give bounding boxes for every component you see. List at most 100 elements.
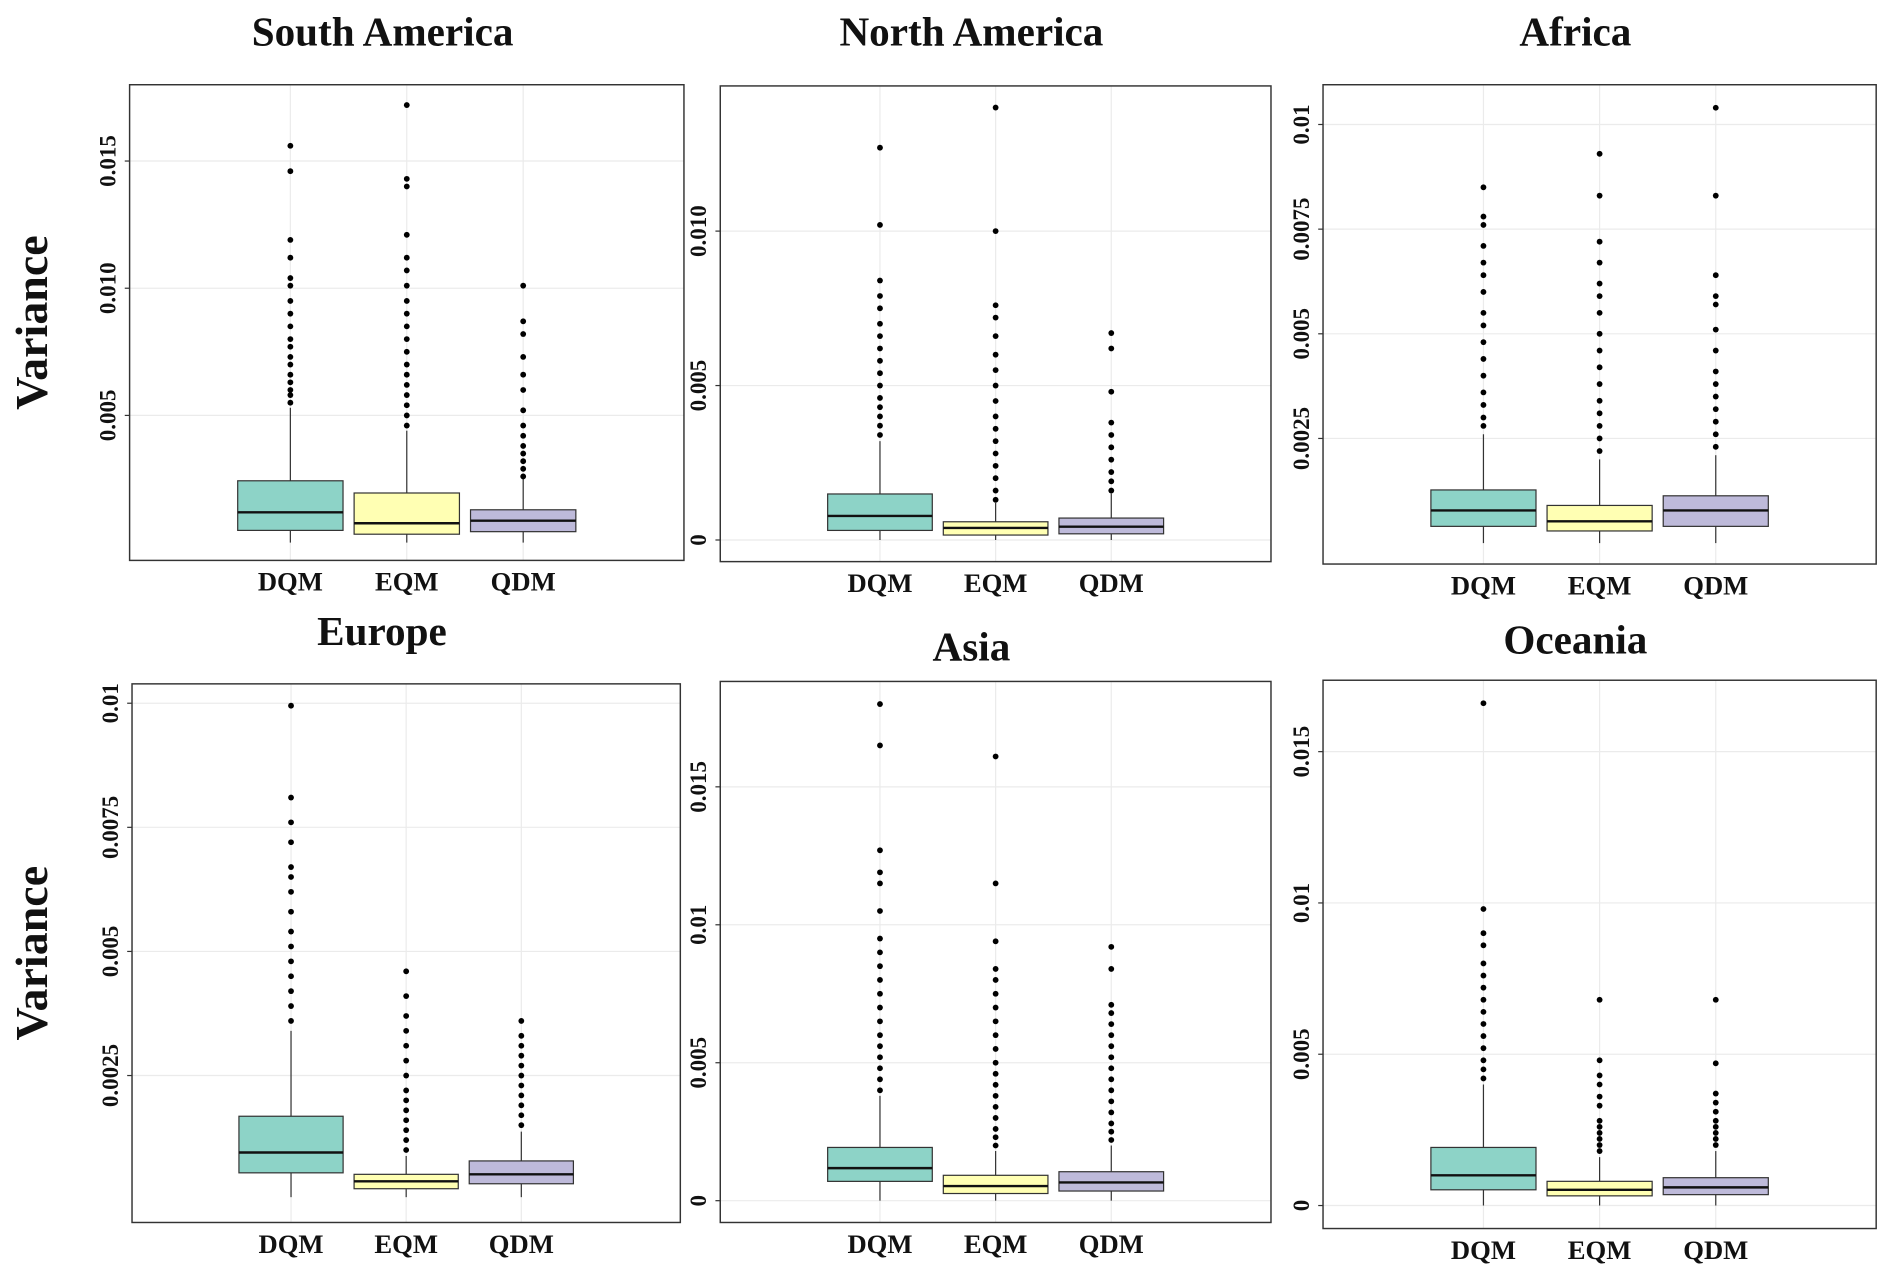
outlier — [1596, 1148, 1603, 1154]
y-axis-label: Variance — [6, 866, 57, 1041]
outlier — [992, 966, 999, 972]
outlier — [1480, 1008, 1487, 1015]
outlier — [1480, 906, 1487, 912]
x-tick-label: QDM — [489, 1229, 554, 1259]
y-tick-label: 0.015 — [1289, 726, 1314, 778]
outlier — [877, 370, 883, 377]
outlier — [1712, 104, 1719, 111]
y-tick-label: 0.005 — [1289, 308, 1314, 360]
x-tick-label: DQM — [847, 1229, 912, 1259]
outlier — [518, 1042, 525, 1049]
outlier — [288, 864, 294, 870]
outlier — [1108, 1076, 1115, 1083]
outlier — [877, 1018, 883, 1025]
outlier — [520, 458, 527, 465]
outlier — [287, 399, 294, 406]
outlier — [1480, 322, 1487, 329]
outlier — [403, 348, 410, 355]
outlier — [992, 1046, 999, 1052]
outlier — [403, 231, 410, 238]
outlier — [403, 1147, 410, 1153]
outlier — [287, 387, 294, 393]
outlier — [1596, 293, 1603, 300]
outlier — [1712, 1123, 1719, 1130]
outlier — [403, 968, 410, 975]
outlier — [1712, 1130, 1719, 1136]
outlier — [1108, 478, 1115, 485]
outlier — [403, 381, 410, 388]
outlier — [1712, 272, 1719, 279]
outlier — [288, 888, 294, 895]
y-tick-label: 0.005 — [1289, 1028, 1314, 1080]
outlier — [992, 398, 999, 404]
outlier — [403, 336, 410, 343]
outlier — [1712, 1117, 1719, 1124]
outlier — [1596, 448, 1603, 454]
box — [238, 1115, 344, 1174]
outlier — [992, 1059, 999, 1066]
outlier — [287, 361, 294, 368]
outlier — [288, 928, 294, 935]
outlier — [403, 282, 410, 289]
outlier — [288, 908, 294, 915]
outlier — [992, 425, 999, 432]
y-tick-label: 0.01 — [98, 683, 123, 723]
plot-frame — [131, 683, 682, 1224]
outlier — [1108, 1032, 1115, 1039]
outlier — [877, 413, 883, 420]
x-tick-label: EQM — [1568, 1235, 1632, 1265]
outlier — [877, 880, 883, 887]
outlier — [1480, 289, 1487, 295]
x-tick-label: QDM — [1079, 1229, 1144, 1259]
outlier — [1596, 422, 1603, 429]
outlier — [1480, 1057, 1487, 1064]
outlier — [877, 357, 883, 364]
outlier — [877, 908, 883, 914]
outlier — [1480, 259, 1487, 266]
outlier — [288, 794, 294, 801]
outlier — [403, 183, 410, 190]
x-tick-label: QDM — [1683, 1235, 1748, 1265]
y-tick-label: 0 — [686, 1195, 711, 1207]
outlier — [1596, 238, 1603, 245]
outlier — [992, 413, 999, 420]
outlier — [403, 102, 410, 108]
outlier — [287, 142, 294, 149]
outlier — [520, 422, 527, 429]
outlier — [877, 382, 883, 389]
outlier — [1596, 996, 1603, 1003]
outlier — [403, 1097, 410, 1104]
outlier — [287, 298, 294, 304]
outlier — [1712, 368, 1719, 375]
outlier — [520, 331, 527, 337]
plot-frame — [1322, 84, 1877, 565]
outlier — [992, 1142, 999, 1149]
outlier — [403, 412, 410, 419]
outlier — [287, 236, 294, 243]
outlier — [877, 144, 883, 151]
outlier — [1480, 309, 1487, 316]
outlier — [520, 450, 527, 457]
outlier — [1480, 272, 1487, 279]
outlier — [287, 336, 294, 343]
outlier — [287, 282, 294, 289]
box — [827, 493, 933, 532]
y-tick-label: 0.01 — [686, 905, 711, 945]
outlier — [1108, 1021, 1115, 1028]
outlier — [1596, 1142, 1603, 1148]
outlier — [1480, 1021, 1487, 1027]
outlier — [1108, 345, 1115, 352]
outlier — [1596, 1136, 1603, 1142]
outlier — [1480, 184, 1487, 191]
outlier — [1480, 414, 1487, 421]
y-tick-label: 0 — [1289, 1200, 1314, 1212]
plot-frame — [719, 680, 1272, 1224]
outlier — [877, 1054, 883, 1061]
outlier — [992, 496, 999, 503]
outlier — [877, 404, 883, 411]
outlier — [288, 988, 294, 995]
box — [468, 1160, 575, 1185]
outlier — [877, 963, 883, 970]
outlier — [877, 1043, 883, 1050]
